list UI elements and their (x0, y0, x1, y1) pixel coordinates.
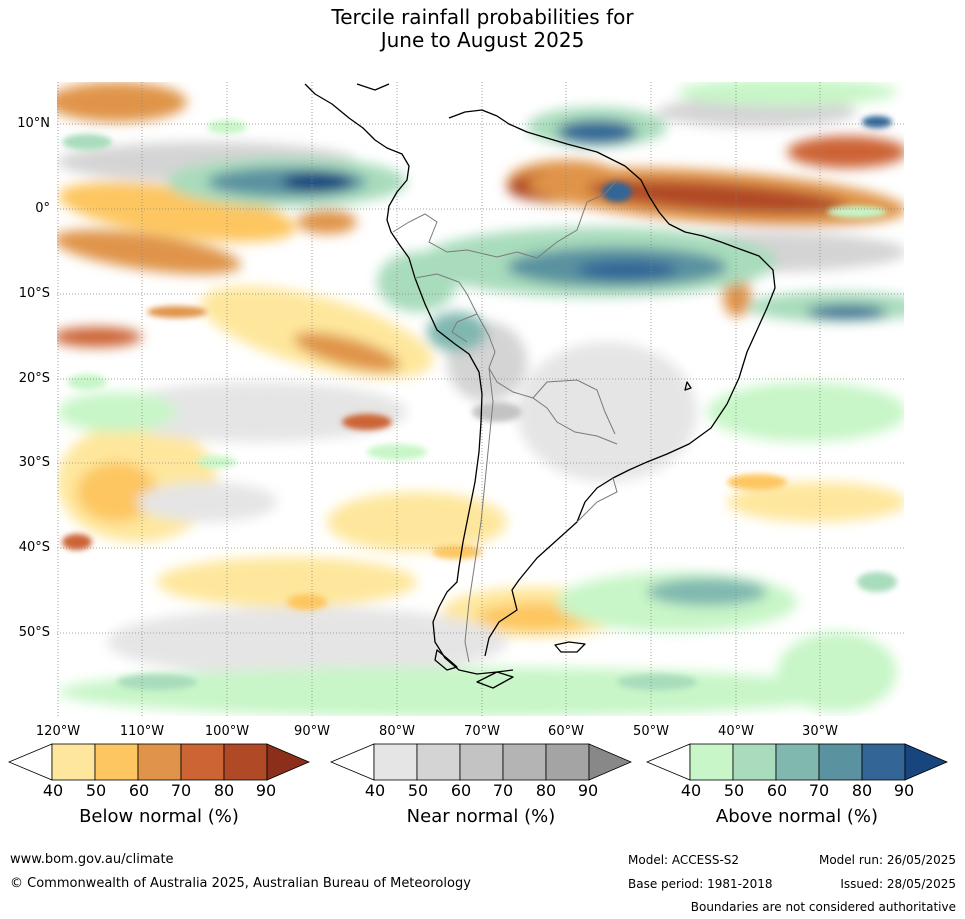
lon-label-60w: 60°W (548, 724, 584, 739)
lon-label-110w: 110°W (119, 724, 165, 739)
colorbar-segment (775, 743, 820, 781)
colorbar-near-tick-40: 40 (364, 781, 386, 800)
lon-label-90w: 90°W (294, 724, 330, 739)
lon-label-70w: 70°W (464, 724, 500, 739)
colorbar-near-tick-90: 90 (577, 781, 599, 800)
lon-label-100w: 100°W (204, 724, 250, 739)
lat-label-10s: 10°S (18, 286, 50, 301)
lon-label-30w: 30°W (802, 724, 838, 739)
colorbar-segment (861, 743, 906, 781)
colorbar-below-tick-80: 80 (213, 781, 235, 800)
rainfall-probability-map (57, 82, 904, 716)
footer-model-run: Model run: 26/05/2025 (818, 853, 956, 867)
colorbar-above-tick-70: 70 (808, 781, 830, 800)
colorbar-below-tick-90: 90 (255, 781, 277, 800)
colorbar-below-tick-50: 50 (85, 781, 107, 800)
colorbar-above-tick-50: 50 (723, 781, 745, 800)
lon-label-40w: 40°W (718, 724, 754, 739)
colorbar-below-title: Below normal (%) (79, 806, 239, 827)
colorbar-extend-high (904, 743, 948, 781)
colorbar-below-tick-60: 60 (128, 781, 150, 800)
lat-label-30s: 30°S (18, 455, 50, 470)
footer-model: Model: ACCESS-S2 (628, 853, 740, 867)
colorbar-extend-high (588, 743, 632, 781)
colorbar-above-title: Above normal (%) (715, 806, 879, 827)
colorbar-near-normal (330, 743, 632, 781)
footer-issued: Issued: 28/05/2025 (840, 877, 956, 891)
colorbar-segment (180, 743, 225, 781)
colorbar-extend-low (330, 743, 375, 781)
colorbar-extend-low (646, 743, 691, 781)
colorbar-segment (416, 743, 461, 781)
map-title-line1: Tercile rainfall probabilities for (331, 5, 634, 29)
colorbar-segment (545, 743, 590, 781)
colorbar-segment (137, 743, 182, 781)
lon-label-80w: 80°W (379, 724, 415, 739)
colorbar-segment (51, 743, 96, 781)
colorbar-segment (373, 743, 418, 781)
colorbar-below-normal (8, 743, 310, 781)
colorbar-near-tick-50: 50 (407, 781, 429, 800)
colorbar-above-tick-60: 60 (766, 781, 788, 800)
colorbar-segment (502, 743, 547, 781)
lat-label-0: 0° (35, 201, 50, 216)
lon-label-50w: 50°W (633, 724, 669, 739)
colorbar-above-tick-90: 90 (893, 781, 915, 800)
colorbar-above-normal (646, 743, 948, 781)
colorbar-segment (223, 743, 268, 781)
colorbar-above-tick-80: 80 (851, 781, 873, 800)
lat-label-50s: 50°S (18, 625, 50, 640)
colorbar-near-tick-70: 70 (492, 781, 514, 800)
colorbar-extend-high (266, 743, 310, 781)
colorbar-below-tick-40: 40 (42, 781, 64, 800)
footer-disclaimer: Boundaries are not considered authoritat… (690, 900, 956, 914)
footer-copyright: © Commonwealth of Australia 2025, Austra… (10, 876, 471, 891)
colorbar-segment (94, 743, 139, 781)
probability-speckle (62, 116, 897, 690)
footer-base-period: Base period: 1981-2018 (628, 877, 773, 891)
colorbar-near-tick-60: 60 (450, 781, 472, 800)
colorbar-near-title: Near normal (%) (406, 806, 556, 827)
colorbar-segment (459, 743, 504, 781)
colorbar-segment (732, 743, 777, 781)
coastline (304, 83, 776, 689)
colorbar-segment (818, 743, 863, 781)
lat-label-20s: 20°S (18, 371, 50, 386)
colorbar-below-tick-70: 70 (170, 781, 192, 800)
map-title-line2: June to August 2025 (380, 28, 585, 52)
colorbar-segment (689, 743, 734, 781)
colorbar-above-tick-40: 40 (680, 781, 702, 800)
lon-label-120w: 120°W (35, 724, 81, 739)
lat-label-40s: 40°S (18, 540, 50, 555)
country-borders (392, 179, 618, 663)
colorbar-near-tick-80: 80 (535, 781, 557, 800)
colorbar-extend-low (8, 743, 53, 781)
footer-url: www.bom.gov.au/climate (10, 852, 174, 867)
graticule (57, 82, 904, 716)
lat-label-10n: 10°N (17, 116, 50, 131)
